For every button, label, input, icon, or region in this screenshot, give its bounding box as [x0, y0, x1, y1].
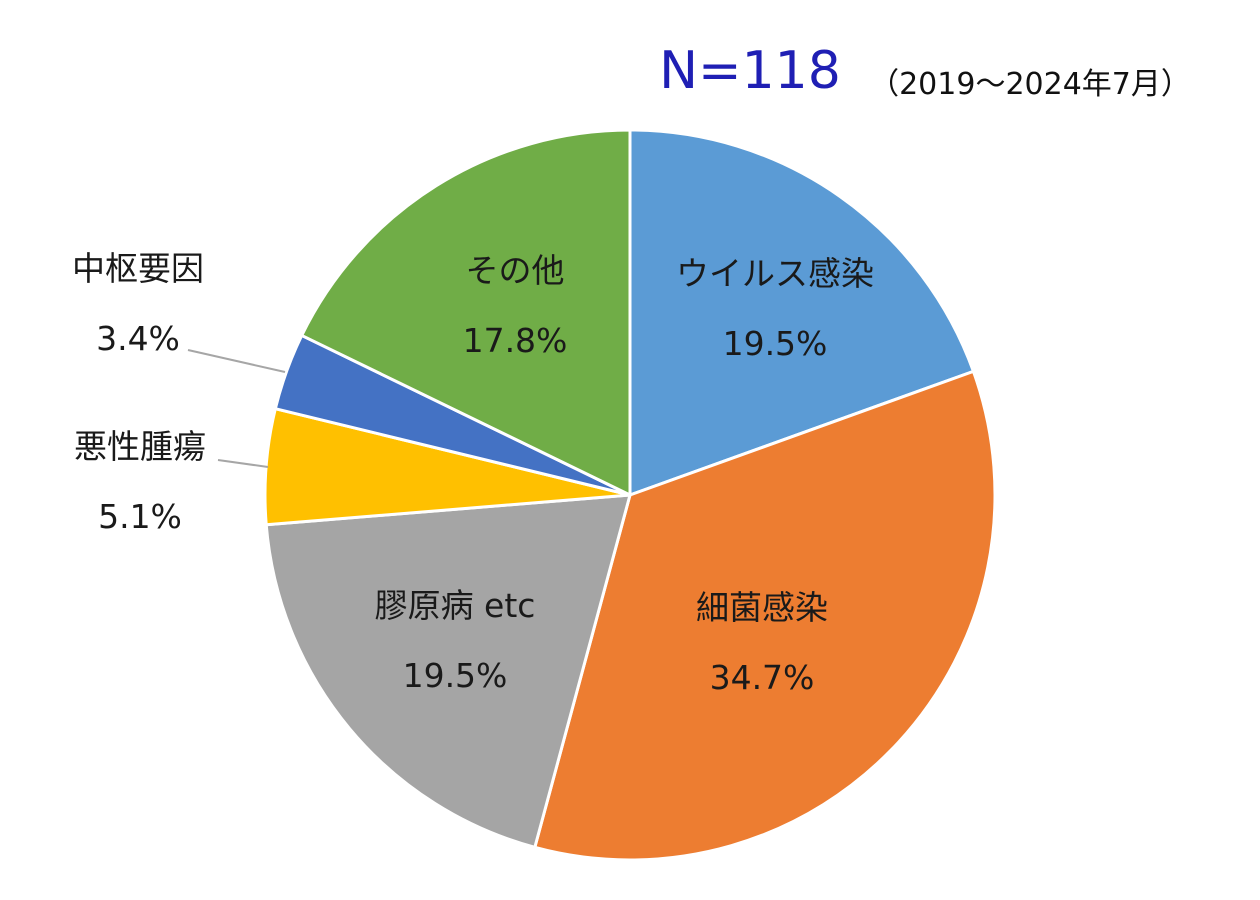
slice--etc-2: [264, 493, 632, 849]
leader-line-4: [187, 349, 286, 373]
slice-label-4: 中枢要因: [72, 249, 204, 288]
pie-slices: [263, 128, 997, 862]
slice---1: [533, 369, 997, 862]
leader-line-3: [217, 459, 269, 468]
slice-labels: ウイルス感染 19.5% 細菌感染 34.7% 膠原病 etc 19.5% 悪性腫瘍 5.1%…: [72, 249, 874, 697]
slice---5: [300, 128, 632, 497]
slice-value-0: 19.5%: [723, 324, 828, 363]
sample-size-label: N=118: [659, 41, 841, 101]
slice-label-5: その他: [466, 251, 565, 290]
slice---0: [628, 128, 975, 497]
slice-value-5: 17.8%: [463, 321, 568, 360]
slice-label-2: 膠原病 etc: [375, 586, 536, 625]
slice-label-0: ウイルス感染: [676, 254, 874, 293]
period-label: （2019～2024年7月）: [869, 67, 1191, 102]
slice-value-4: 3.4%: [96, 319, 180, 358]
slice-label-1: 細菌感染: [696, 588, 828, 627]
slice-label-3: 悪性腫瘍: [74, 427, 206, 466]
leader-lines: [187, 349, 286, 468]
slice-value-3: 5.1%: [98, 497, 182, 536]
slice-value-1: 34.7%: [710, 658, 815, 697]
slice-value-2: 19.5%: [403, 656, 508, 695]
